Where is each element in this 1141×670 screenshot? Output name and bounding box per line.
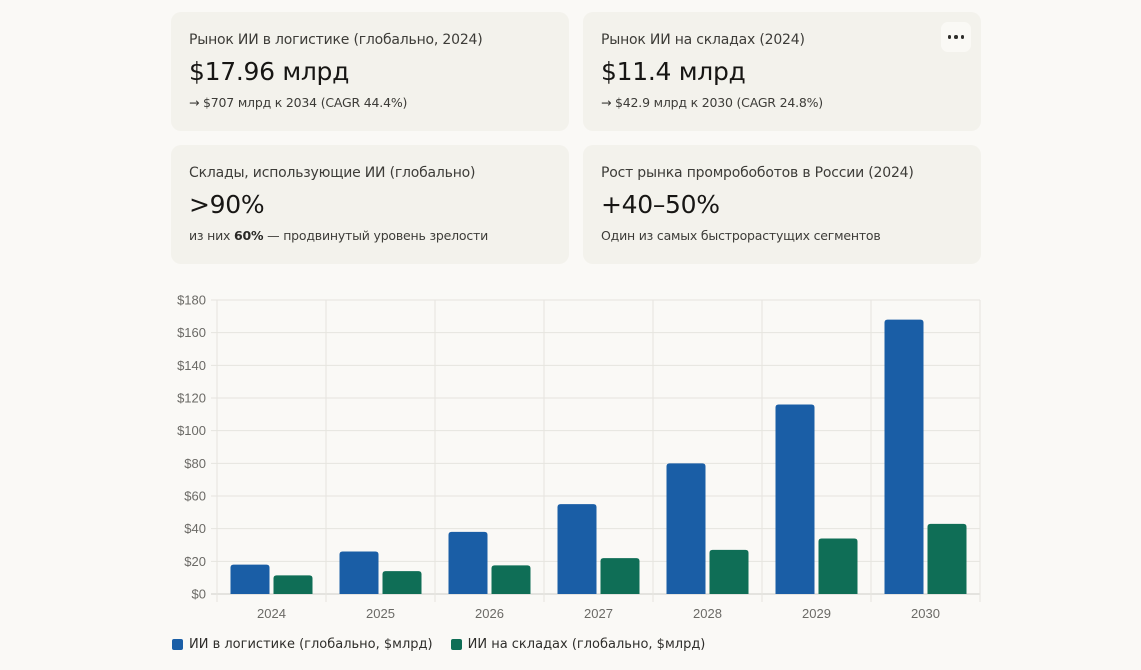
stat-subtext: → $707 млрд к 2034 (CAGR 44.4%)	[189, 95, 408, 110]
legend-item-warehouses[interactable]: ИИ на складах (глобально, $млрд)	[450, 637, 706, 652]
stat-value: $17.96 млрд	[189, 57, 350, 86]
stat-card-logistics-market: Рынок ИИ в логистике (глобально, 2024) $…	[171, 12, 569, 131]
stat-label: Рост рынка промробоботов в России (2024)	[601, 165, 914, 181]
bar-warehouses[interactable]	[600, 558, 640, 594]
y-tick-label: $80	[184, 456, 206, 471]
x-tick-label: 2025	[366, 606, 395, 621]
bar-logistics[interactable]	[775, 404, 815, 594]
stat-label: Рынок ИИ на складах (2024)	[601, 32, 805, 48]
y-tick-label: $40	[184, 521, 206, 536]
stat-value: +40–50%	[601, 190, 720, 219]
bar-logistics[interactable]	[557, 504, 597, 594]
y-tick-label: $0	[192, 587, 206, 602]
x-tick-label: 2027	[584, 606, 613, 621]
legend-label: ИИ на складах (глобально, $млрд)	[467, 637, 706, 652]
chart-legend: ИИ в логистике (глобально, $млрд) ИИ на …	[172, 637, 705, 652]
bar-warehouses[interactable]	[273, 575, 313, 594]
stat-subtext: из них 60% — продвинутый уровень зрелост…	[189, 228, 489, 243]
bar-chart: $0 $20 $40 $60 $80 $100 $120 $140 $160 $180 2024 20…	[177, 293, 981, 621]
x-tick-label: 2026	[475, 606, 504, 621]
y-tick-label: $100	[177, 423, 206, 438]
legend-item-logistics[interactable]: ИИ в логистике (глобально, $млрд)	[172, 637, 433, 652]
stat-cards: Рынок ИИ в логистике (глобально, 2024) $…	[171, 12, 981, 264]
stat-value: >90%	[189, 190, 265, 219]
stat-label: Склады, использующие ИИ (глобально)	[189, 165, 476, 181]
stat-card-warehouses-using-ai: Склады, использующие ИИ (глобально) >90%…	[171, 145, 569, 264]
bar-logistics[interactable]	[666, 463, 706, 594]
y-tick-label: $20	[184, 554, 206, 569]
bar-warehouses[interactable]	[382, 571, 422, 594]
more-horizontal-icon	[947, 35, 952, 39]
stat-card-warehouse-market: Рынок ИИ на складах (2024) $11.4 млрд → …	[583, 12, 981, 131]
legend-label: ИИ в логистике (глобально, $млрд)	[189, 637, 433, 652]
stat-subtext: → $42.9 млрд к 2030 (CAGR 24.8%)	[601, 95, 823, 110]
bar-warehouses[interactable]	[709, 549, 749, 594]
more-options-button[interactable]	[941, 22, 971, 52]
bar-logistics[interactable]	[448, 531, 488, 594]
stat-label: Рынок ИИ в логистике (глобально, 2024)	[189, 32, 483, 48]
bar-warehouses[interactable]	[927, 523, 967, 594]
bar-warehouses[interactable]	[491, 565, 531, 594]
y-tick-label: $140	[177, 358, 206, 373]
bar-warehouses[interactable]	[818, 538, 858, 594]
x-tick-label: 2030	[911, 606, 940, 621]
legend-swatch	[450, 639, 462, 650]
legend-swatch	[172, 639, 183, 650]
stat-value: $11.4 млрд	[601, 57, 746, 86]
x-tick-label: 2029	[802, 606, 831, 621]
y-tick-label: $180	[177, 293, 206, 308]
bar-logistics[interactable]	[230, 564, 270, 594]
bar-logistics[interactable]	[884, 319, 924, 594]
bar-logistics[interactable]	[339, 551, 379, 594]
stat-subtext: Один из самых быстрорастущих сегментов	[601, 228, 881, 243]
y-tick-label: $160	[177, 325, 206, 340]
x-tick-label: 2024	[257, 606, 286, 621]
stat-highlight: 60%	[234, 228, 264, 243]
stat-card-russia-robots-growth: Рост рынка промробоботов в России (2024)…	[583, 145, 981, 264]
y-tick-label: $60	[184, 489, 206, 504]
x-tick-label: 2028	[693, 606, 722, 621]
y-tick-label: $120	[177, 391, 206, 406]
